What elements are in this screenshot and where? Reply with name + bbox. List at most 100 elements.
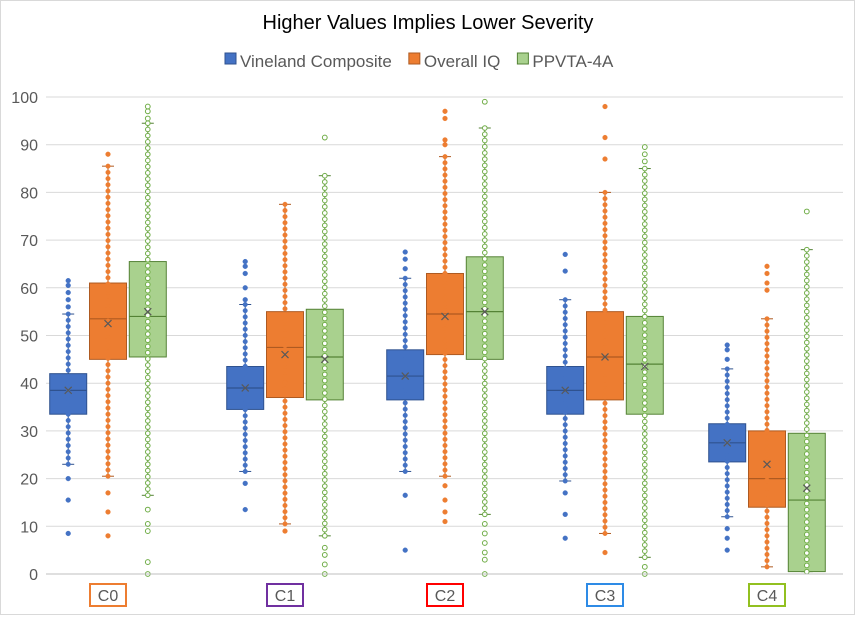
data-point bbox=[641, 307, 648, 314]
data-point bbox=[562, 347, 568, 353]
data-point bbox=[481, 162, 488, 169]
box-c2-vineland-composite bbox=[386, 249, 425, 553]
y-tick-label-80: 80 bbox=[20, 185, 38, 202]
data-point bbox=[242, 345, 248, 351]
data-point bbox=[321, 402, 328, 409]
data-point bbox=[105, 188, 111, 194]
box-c3-overall-iq bbox=[586, 103, 624, 556]
data-point bbox=[562, 359, 568, 365]
data-point bbox=[282, 263, 288, 269]
data-point bbox=[65, 361, 71, 367]
data-point bbox=[481, 175, 488, 181]
outlier-point bbox=[65, 497, 71, 503]
data-point bbox=[282, 478, 288, 484]
data-point bbox=[144, 238, 151, 244]
data-point bbox=[602, 214, 608, 220]
data-point bbox=[105, 244, 111, 250]
data-point bbox=[402, 412, 408, 418]
data-point bbox=[242, 419, 248, 425]
data-point bbox=[562, 415, 568, 421]
data-point bbox=[321, 290, 328, 297]
data-point bbox=[602, 506, 608, 512]
outlier-point bbox=[321, 544, 328, 551]
data-point bbox=[442, 277, 448, 283]
data-point bbox=[402, 281, 408, 287]
data-point bbox=[481, 318, 488, 324]
data-point bbox=[481, 368, 488, 374]
data-point bbox=[442, 289, 448, 295]
outlier-point bbox=[724, 526, 730, 532]
data-point bbox=[442, 369, 448, 375]
data-point bbox=[641, 461, 648, 468]
data-point bbox=[282, 275, 288, 281]
data-point bbox=[641, 400, 648, 406]
data-point bbox=[65, 405, 71, 411]
data-point bbox=[602, 437, 608, 443]
data-point bbox=[764, 564, 770, 570]
data-point bbox=[242, 400, 248, 406]
data-point bbox=[562, 315, 568, 321]
data-point bbox=[282, 281, 288, 287]
data-point bbox=[321, 172, 328, 179]
outlier-point bbox=[144, 115, 151, 122]
data-point bbox=[602, 282, 608, 288]
data-point bbox=[724, 514, 730, 520]
outlier-point bbox=[724, 547, 730, 553]
data-point bbox=[803, 253, 810, 259]
outlier-point bbox=[65, 289, 71, 296]
data-point bbox=[481, 349, 488, 356]
data-point bbox=[402, 288, 408, 294]
data-point bbox=[442, 320, 448, 326]
category-label-c3: C3 bbox=[595, 588, 616, 605]
category-label-box-c1 bbox=[266, 583, 304, 607]
data-point bbox=[144, 331, 151, 337]
data-point bbox=[641, 387, 648, 394]
data-point bbox=[803, 482, 810, 488]
data-point bbox=[803, 370, 810, 377]
outlier-point bbox=[321, 134, 328, 141]
data-point bbox=[144, 256, 151, 263]
data-point bbox=[803, 302, 810, 309]
data-point bbox=[803, 506, 810, 513]
data-point bbox=[641, 480, 648, 487]
outlier-point bbox=[442, 142, 448, 148]
data-point bbox=[641, 227, 648, 234]
data-point bbox=[803, 265, 810, 272]
data-point bbox=[803, 537, 810, 544]
data-point bbox=[764, 558, 770, 564]
data-point bbox=[724, 452, 730, 458]
data-point bbox=[602, 320, 608, 326]
data-point bbox=[105, 380, 111, 386]
data-point bbox=[481, 436, 488, 443]
data-point bbox=[442, 436, 448, 442]
outlier-point bbox=[724, 342, 730, 348]
data-point bbox=[144, 492, 151, 499]
data-point bbox=[764, 334, 770, 340]
data-point bbox=[144, 442, 151, 449]
data-point bbox=[764, 465, 770, 471]
data-point bbox=[402, 425, 408, 431]
data-point bbox=[602, 450, 608, 456]
data-point bbox=[442, 209, 448, 215]
data-point bbox=[764, 341, 770, 347]
data-point bbox=[282, 453, 288, 459]
data-point bbox=[562, 328, 568, 334]
data-point bbox=[803, 358, 810, 364]
data-point bbox=[144, 139, 151, 145]
outlier-point bbox=[442, 108, 448, 114]
data-point bbox=[481, 455, 488, 462]
data-point bbox=[724, 477, 730, 483]
data-point bbox=[105, 374, 111, 380]
data-point bbox=[321, 464, 328, 471]
data-point bbox=[282, 361, 288, 367]
box-c2-overall-iq bbox=[426, 108, 464, 525]
data-point bbox=[144, 349, 151, 356]
data-point bbox=[321, 526, 328, 533]
data-point bbox=[602, 202, 608, 208]
data-point bbox=[282, 459, 288, 465]
data-point bbox=[481, 480, 488, 487]
data-point bbox=[282, 300, 288, 306]
outlier-point bbox=[442, 137, 448, 143]
outlier-point bbox=[105, 533, 111, 539]
data-point bbox=[481, 224, 488, 231]
